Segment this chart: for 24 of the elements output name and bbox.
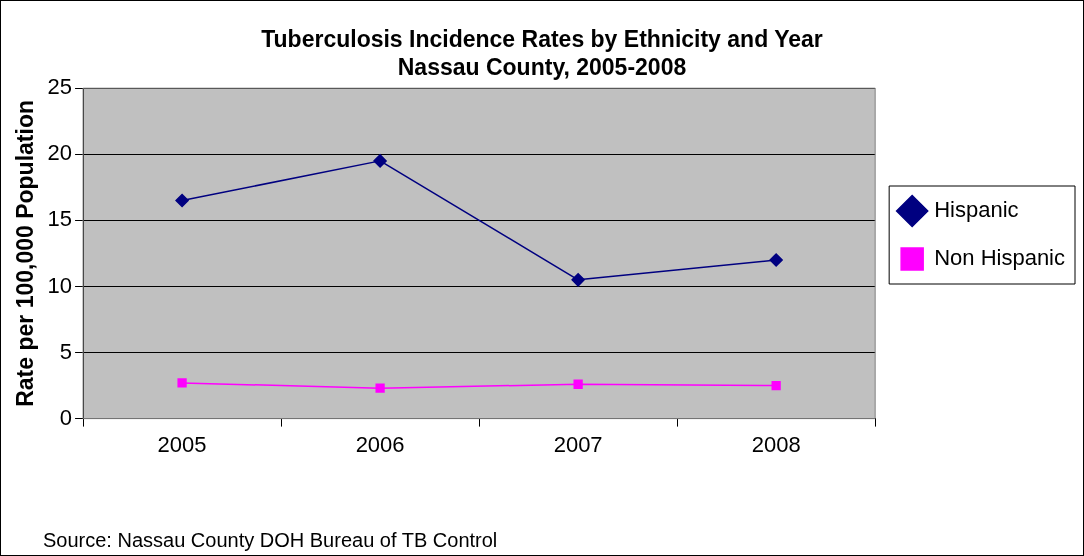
y-axis-title: Rate per 100,000 Population — [12, 100, 39, 407]
point — [175, 193, 189, 208]
source-note: Source: Nassau County DOH Bureau of TB Control — [43, 528, 498, 551]
point — [373, 154, 387, 168]
y-tick-label: 10 — [47, 272, 73, 298]
y-tick-label: 15 — [47, 206, 73, 232]
x-tick-label: 2007 — [553, 431, 603, 457]
point — [571, 273, 585, 287]
text: Tuberculosis Incidence Rates by Ethnicity and Year — [261, 26, 823, 53]
point — [769, 253, 783, 267]
x-tick-label: 2008 — [751, 431, 801, 457]
y-tick-label: 5 — [59, 338, 73, 364]
x-tick-label: 2006 — [355, 431, 405, 457]
x-tick-label: 2005 — [157, 431, 207, 457]
point — [177, 378, 187, 388]
y-tick-label: 20 — [47, 140, 73, 166]
y-tick-label: 25 — [47, 74, 73, 100]
point — [375, 383, 385, 393]
y-tick-label: 0 — [59, 404, 73, 430]
legend-label: Hispanic — [934, 197, 1019, 223]
text: Nassau County, 2005-2008 — [397, 53, 687, 80]
point — [771, 380, 781, 391]
point — [573, 379, 583, 389]
legend-label: Non Hispanic — [934, 245, 1065, 271]
